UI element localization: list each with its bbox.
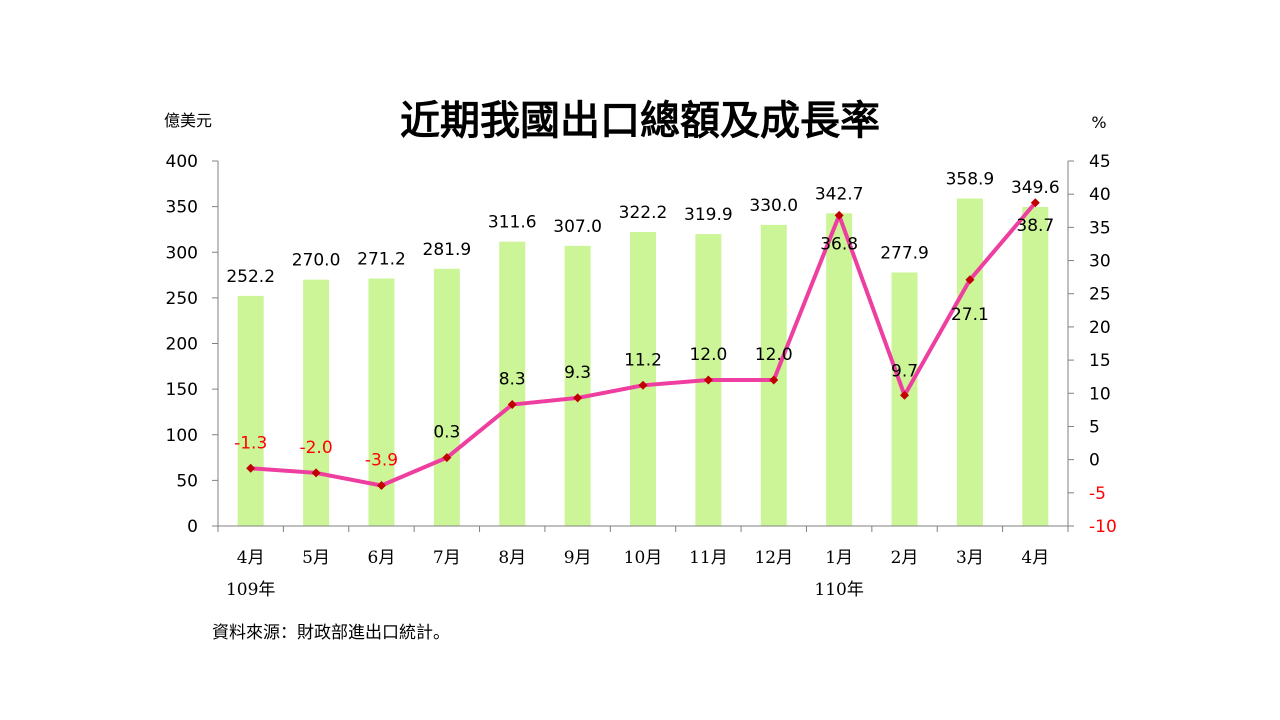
right-tick-label-4: 10 <box>1089 384 1111 404</box>
growth-rate-point-12 <box>1030 198 1040 208</box>
growth-rate-point-11 <box>965 275 975 285</box>
left-tick-label-7: 350 <box>166 198 198 218</box>
growth-rate-point-4 <box>507 400 517 410</box>
left-tick-label-1: 50 <box>176 471 198 491</box>
bar-value-label-2: 271.2 <box>357 250 406 270</box>
right-tick-label-1: -5 <box>1089 484 1106 504</box>
bar-value-label-10: 277.9 <box>880 243 929 263</box>
year-label-1: 110年 <box>814 580 863 600</box>
x-tick-label-8: 12月 <box>754 548 793 568</box>
right-axis-unit: % <box>1091 113 1106 132</box>
bar-4 <box>499 241 526 527</box>
bar-value-label-3: 281.9 <box>423 240 472 260</box>
growth-rate-point-5 <box>573 393 583 403</box>
bar-value-label-0: 252.2 <box>226 267 275 287</box>
growth-rate-label-9: 36.8 <box>820 234 858 254</box>
left-tick-label-4: 200 <box>166 335 198 355</box>
x-tick-label-11: 3月 <box>956 548 984 568</box>
x-tick-label-1: 5月 <box>302 548 330 568</box>
x-tick-label-4: 8月 <box>498 548 526 568</box>
left-tick-label-6: 300 <box>166 243 198 263</box>
x-tick-label-12: 4月 <box>1021 548 1049 568</box>
growth-rate-point-6 <box>638 380 648 390</box>
growth-rate-label-4: 8.3 <box>499 370 526 390</box>
right-tick-label-2: 0 <box>1089 451 1100 471</box>
bar-3 <box>433 268 460 526</box>
growth-rate-point-7 <box>703 375 713 385</box>
left-tick-label-5: 250 <box>166 289 198 309</box>
bar-value-label-4: 311.6 <box>488 213 537 233</box>
growth-rate-label-10: 9.7 <box>891 361 918 381</box>
growth-rate-label-5: 9.3 <box>564 363 591 383</box>
x-tick-label-10: 2月 <box>891 548 919 568</box>
x-tick-label-3: 7月 <box>433 548 461 568</box>
right-tick-label-0: -10 <box>1089 517 1117 537</box>
growth-rate-label-3: 0.3 <box>433 423 460 443</box>
growth-rate-point-8 <box>769 375 779 385</box>
left-tick-label-8: 400 <box>166 152 198 172</box>
bar-value-label-1: 270.0 <box>292 251 341 271</box>
growth-rate-point-10 <box>900 390 910 400</box>
growth-rate-point-3 <box>442 453 452 463</box>
bar-value-label-5: 307.0 <box>553 217 602 237</box>
right-tick-label-10: 40 <box>1089 185 1111 205</box>
right-tick-label-6: 20 <box>1089 318 1111 338</box>
growth-rate-label-2: -3.9 <box>365 451 398 471</box>
bar-6 <box>630 231 656 526</box>
right-tick-label-7: 25 <box>1089 285 1111 305</box>
bar-12 <box>1022 206 1049 527</box>
right-tick-label-9: 35 <box>1089 218 1111 238</box>
year-label-0: 109年 <box>226 580 275 600</box>
growth-rate-label-12: 38.7 <box>1016 216 1054 236</box>
right-tick-label-11: 45 <box>1089 152 1111 172</box>
chart-title: 近期我國出口總額及成長率 <box>400 98 880 144</box>
x-tick-label-6: 10月 <box>624 548 663 568</box>
growth-rate-label-0: -1.3 <box>234 433 267 453</box>
bar-value-label-11: 358.9 <box>946 170 995 190</box>
bar-value-label-6: 322.2 <box>619 203 668 223</box>
left-tick-label-3: 150 <box>166 380 198 400</box>
bar-9 <box>826 213 853 526</box>
bar-5 <box>564 245 591 527</box>
right-tick-label-3: 5 <box>1089 417 1100 437</box>
growth-rate-point-2 <box>376 481 386 491</box>
growth-rate-label-6: 11.2 <box>624 350 662 370</box>
growth-rate-label-11: 27.1 <box>951 305 989 325</box>
bar-value-label-8: 330.0 <box>749 196 798 216</box>
x-tick-label-7: 11月 <box>689 548 728 568</box>
growth-rate-label-8: 12.0 <box>755 345 793 365</box>
growth-rate-point-0 <box>246 463 256 473</box>
source-note: 資料來源：財政部進出口統計。 <box>212 623 450 643</box>
x-tick-label-2: 6月 <box>368 548 396 568</box>
growth-rate-point-9 <box>834 210 844 220</box>
left-axis-unit: 億美元 <box>164 111 212 130</box>
growth-rate-label-7: 12.0 <box>689 345 727 365</box>
x-tick-label-9: 1月 <box>825 548 853 568</box>
bar-1 <box>303 279 330 526</box>
left-tick-label-0: 0 <box>187 517 198 537</box>
bar-11 <box>956 198 983 526</box>
bar-value-label-12: 349.6 <box>1011 178 1060 198</box>
bar-0 <box>237 295 264 526</box>
x-tick-label-0: 4月 <box>237 548 265 568</box>
right-tick-label-8: 30 <box>1089 252 1111 272</box>
right-tick-label-5: 15 <box>1089 351 1111 371</box>
left-tick-label-2: 100 <box>166 426 198 446</box>
growth-rate-label-1: -2.0 <box>299 438 332 458</box>
bar-value-label-9: 342.7 <box>815 184 864 204</box>
x-tick-label-5: 9月 <box>564 548 592 568</box>
bar-value-label-7: 319.9 <box>684 205 733 225</box>
growth-rate-point-1 <box>311 468 321 478</box>
